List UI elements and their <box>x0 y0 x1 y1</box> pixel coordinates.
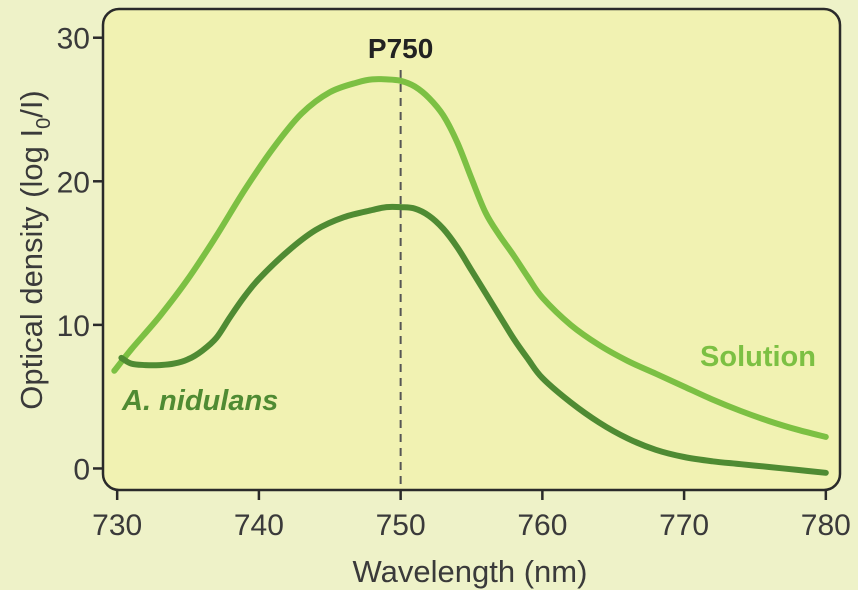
y-tick-label-20: 20 <box>57 166 90 199</box>
y-tick-label-30: 30 <box>57 23 90 56</box>
plot-area <box>101 7 842 492</box>
x-tick-label-770: 770 <box>659 509 709 542</box>
x-tick-label-730: 730 <box>92 509 142 542</box>
series-label-a-nidulans: A. nidulans <box>121 385 278 417</box>
p750-marker-label: P750 <box>368 33 433 64</box>
annotation-layer: P750 <box>368 33 433 490</box>
x-tick-label-780: 780 <box>801 509 851 542</box>
series-line-a-nidulans <box>118 203 829 476</box>
y-axis-label: Optical density (log I0/I) <box>14 90 55 410</box>
y-tick-label-0: 0 <box>73 453 90 486</box>
series-line-solution <box>111 76 829 440</box>
x-axis-label: Wavelength (nm) <box>353 554 588 589</box>
x-tick-label-740: 740 <box>234 509 284 542</box>
x-tick-label-750: 750 <box>376 509 426 542</box>
series-label-solution: Solution <box>700 341 816 373</box>
y-tick-label-10: 10 <box>57 310 90 343</box>
axis-layer: 730 740 750 760 770 780 0 10 20 30 <box>57 23 851 542</box>
y-axis-label-subscript: 0 <box>33 118 55 129</box>
x-tick-label-760: 760 <box>517 509 567 542</box>
series-layer <box>111 76 829 476</box>
